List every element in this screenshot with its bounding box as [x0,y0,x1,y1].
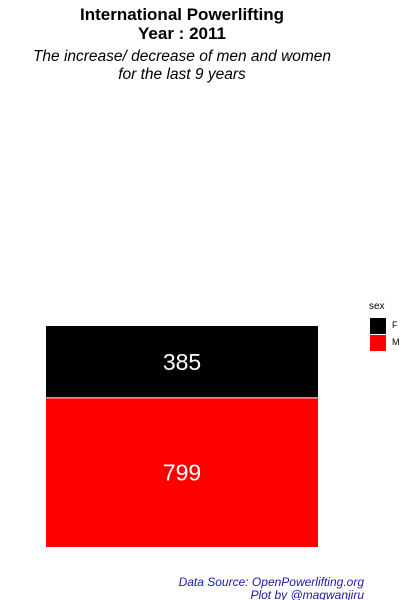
data-label-f: 385 [163,349,201,375]
legend-label-m: M [392,337,400,347]
bar-segment-m [46,397,318,547]
chart-year-title: Year : 2011 [138,24,226,43]
chart-subtitle-line-2: for the last 9 years [118,66,246,83]
bar-segment-f [46,326,318,398]
legend-swatch-f [370,318,386,334]
author-caption: Plot by @magwanjiru [250,588,364,600]
legend-swatch-m [370,335,386,351]
data-label-m: 799 [163,459,201,485]
chart-title: International Powerlifting [79,5,284,24]
chart-subtitle-line-1: The increase/ decrease of men and women [32,48,332,65]
data-source-caption: Data Source: OpenPowerlifting.org [178,575,364,589]
legend-label-f: F [392,320,398,330]
legend-item-m: M [370,335,400,351]
legend-item-f: F [370,318,400,334]
legend-title: sex [369,301,385,312]
